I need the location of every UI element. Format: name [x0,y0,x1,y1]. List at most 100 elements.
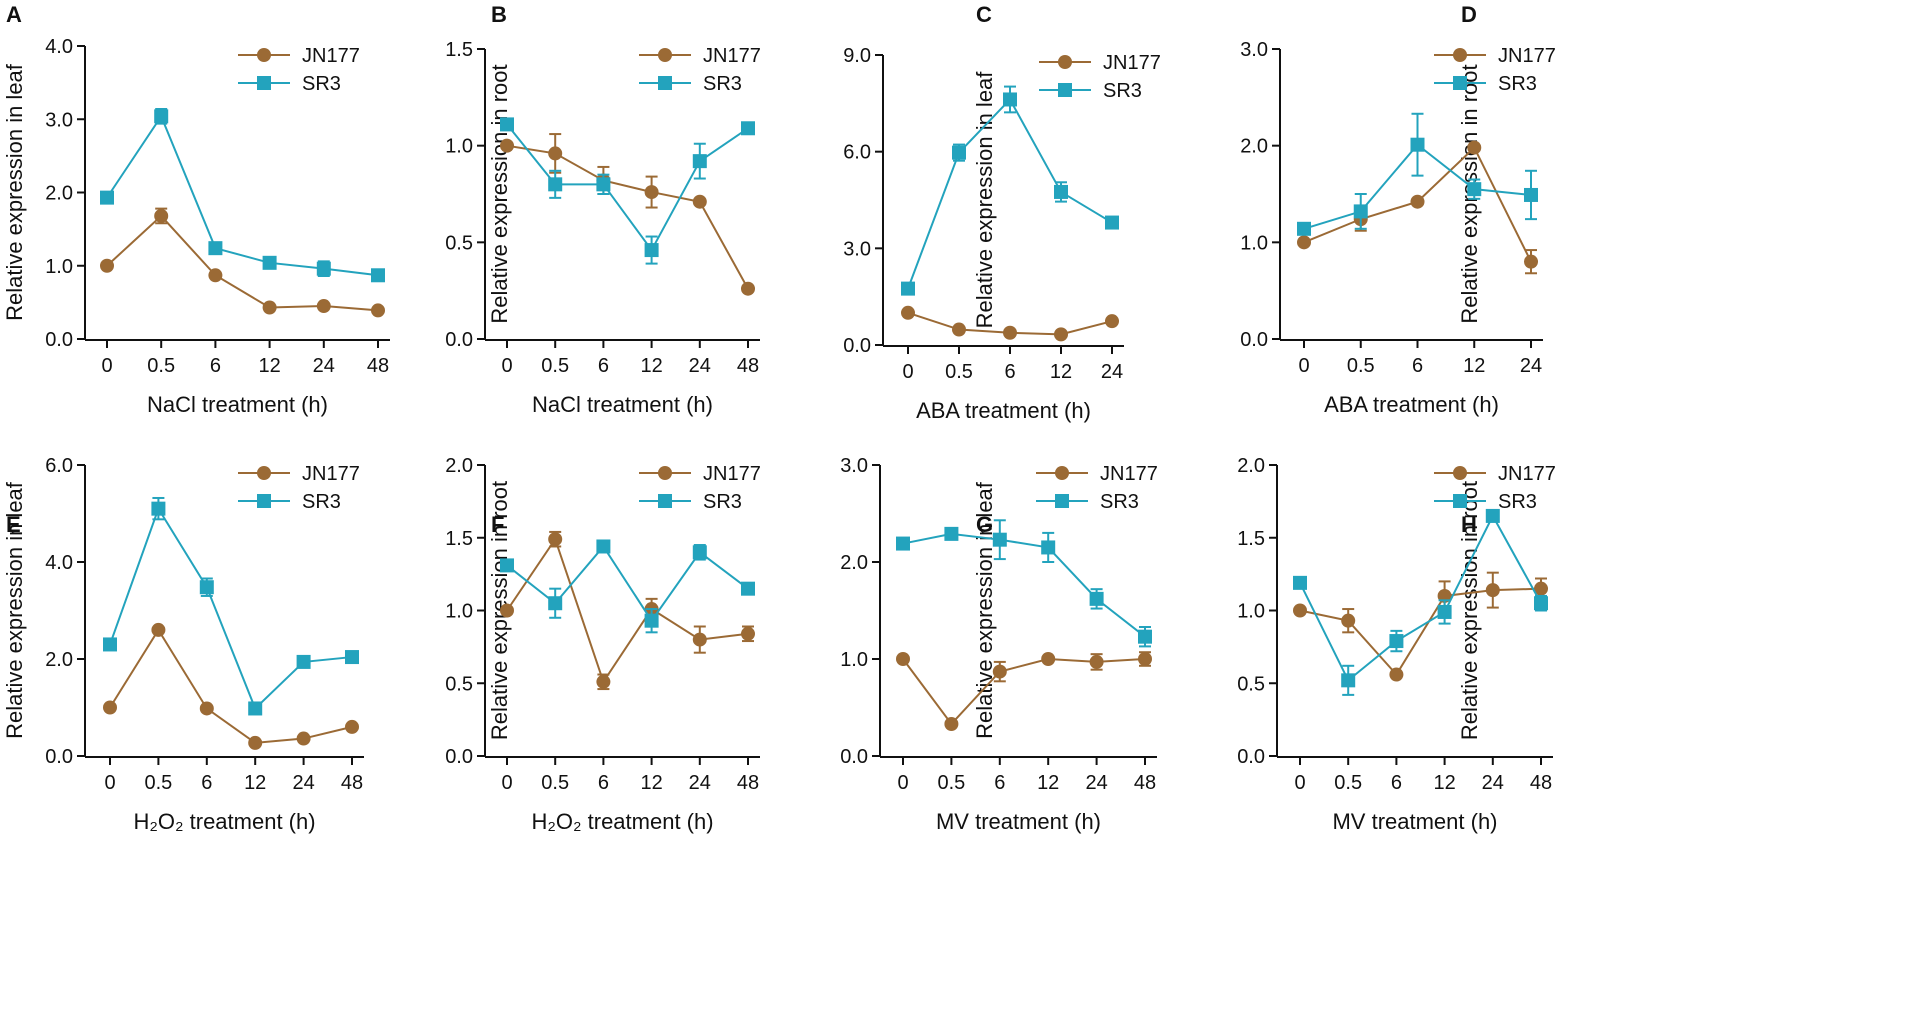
data-point [199,580,214,595]
data-point [1534,581,1548,596]
legend-label: JN177 [1100,463,1158,485]
data-point [345,650,359,665]
series-line [109,628,353,744]
data-point [741,626,755,641]
y-tick-label: 1.0 [445,136,473,158]
data-point [1054,327,1068,342]
y-tick-label: 2.0 [1240,136,1268,158]
legend-label: SR3 [703,73,742,95]
data-point [992,664,1007,679]
series-sr3 [896,519,1152,648]
data-point [500,138,514,153]
data-point [596,674,611,689]
y-tick-label: 1.0 [840,649,868,671]
series-sr3 [100,107,385,283]
data-point [1341,613,1356,628]
series-jn177 [896,651,1152,731]
data-point [1437,604,1452,619]
data-point [1485,583,1500,598]
panel-letter: A [6,2,22,27]
x-tick-label: 12 [244,772,266,794]
legend-label: SR3 [1103,80,1142,102]
x-tick-label: 6 [1412,355,1423,377]
y-tick-label: 3.0 [1240,39,1268,61]
data-point [1524,187,1538,202]
data-point [1389,634,1404,649]
x-tick-label: 0.5 [937,772,965,794]
y-axis-label: Relative expression in leaf [2,63,27,321]
data-point [500,603,514,618]
series-sr3 [901,85,1119,296]
series-line [506,536,749,685]
legend-marker [1058,83,1072,97]
x-axis-label: ABA treatment (h) [916,398,1091,423]
x-tick-label: 24 [292,772,314,794]
series-jn177 [500,133,755,296]
x-tick-label: 48 [341,772,363,794]
data-point [1138,652,1152,666]
y-tick-label: 2.0 [1237,455,1265,477]
series-line [109,506,353,711]
series-jn177 [500,530,755,691]
x-tick-label: 12 [640,772,662,794]
legend-label: SR3 [302,491,341,513]
data-point [1105,215,1119,230]
legend: JN177 SR3 [238,463,360,513]
legend-marker [1055,494,1069,508]
y-tick-label: 3.0 [45,109,73,131]
series-sr3 [103,496,359,716]
x-tick-label: 0 [897,772,908,794]
y-tick-label: 1.0 [1237,601,1265,623]
data-point [103,700,117,715]
data-point [151,622,166,637]
x-axis-label: ABA treatment (h) [1324,392,1499,417]
legend-marker [1058,55,1072,69]
data-point [1341,673,1356,688]
data-point [1389,667,1404,682]
data-point [1353,204,1368,219]
y-tick-label: 1.0 [45,256,73,278]
legend-marker [1453,494,1467,508]
data-point [208,241,223,256]
x-tick-label: 0 [1298,355,1309,377]
data-point [644,613,659,628]
data-point [262,255,277,270]
legend-marker [257,48,271,62]
y-tick-label: 0.0 [445,746,473,768]
y-tick-label: 1.0 [445,601,473,623]
panel-f: F 0.0 0.5 1.0 1.5 2.0 0 0.5 6 12 24 48 H₂O₂ treatmen… [445,455,761,834]
y-tick-label: 2.0 [445,455,473,477]
y-tick-label: 6.0 [45,455,73,477]
data-point [1293,575,1307,590]
data-point [500,117,514,132]
legend-label: SR3 [1100,491,1139,513]
legend-label: SR3 [1498,73,1537,95]
data-point [371,303,385,318]
data-point [692,632,707,647]
y-tick-label: 1.5 [445,528,473,550]
x-tick-label: 24 [1520,355,1542,377]
y-axis-label: Relative expression in leaf [972,481,997,739]
data-point [692,545,707,560]
data-point [103,637,117,652]
data-point [1041,652,1056,666]
y-tick-label: 0.5 [1237,673,1265,695]
legend-label: JN177 [703,45,761,67]
y-tick-label: 3.0 [843,238,871,260]
x-axis-label: H₂O₂ treatment (h) [531,809,713,834]
panel-e: E 0.0 2.0 4.0 6.0 0 0.5 6 12 24 48 H₂O₂ treatment (… [2,455,364,834]
y-tick-label: 0.0 [1240,329,1268,351]
series-jn177 [103,622,359,750]
x-tick-label: 6 [994,772,1005,794]
legend: JN177 SR3 [1036,463,1158,513]
x-tick-label: 0 [104,772,115,794]
x-tick-label: 0.5 [1334,772,1362,794]
data-point [548,532,563,547]
legend-label: JN177 [1498,45,1556,67]
x-tick-label: 48 [737,772,759,794]
data-point [1534,596,1548,611]
data-point [154,109,169,124]
series-line [506,544,749,623]
series-sr3 [500,117,755,265]
